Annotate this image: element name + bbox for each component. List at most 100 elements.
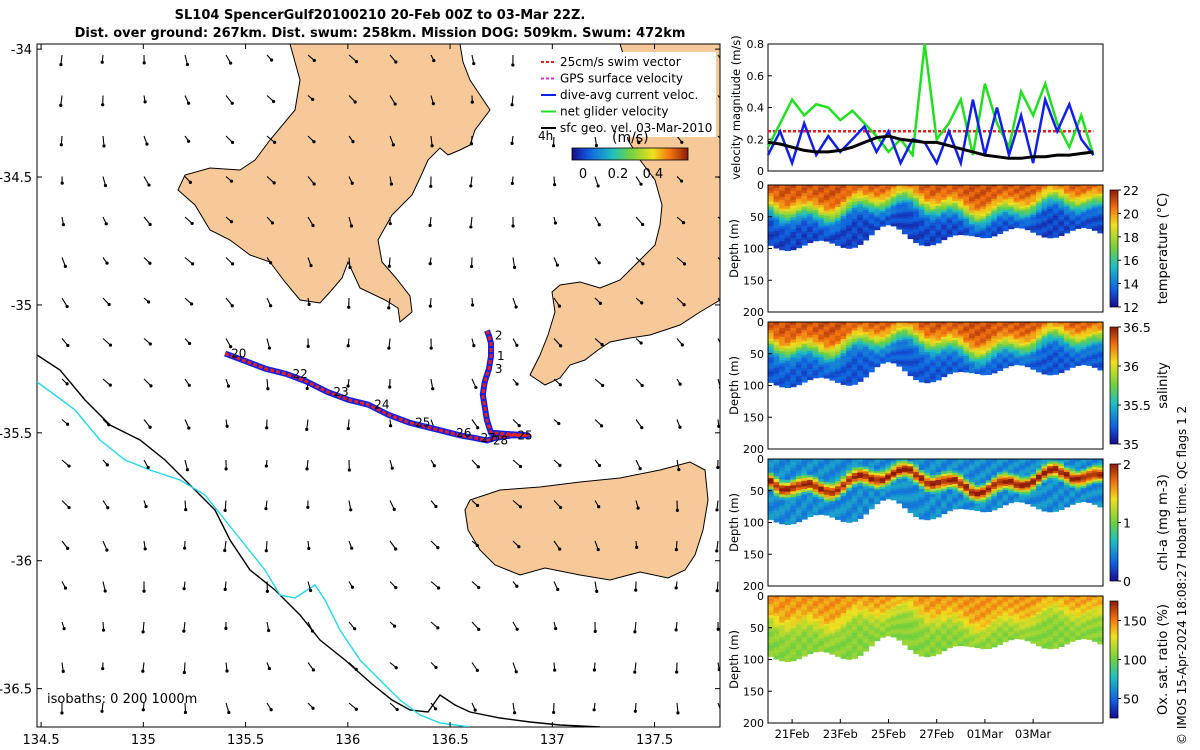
profile-cell	[974, 231, 981, 235]
profile-cell	[807, 466, 814, 470]
profile-cell	[1030, 206, 1037, 210]
profile-cell	[801, 647, 808, 652]
profile-cell	[929, 472, 937, 476]
profile-cell	[929, 459, 937, 463]
profile-cell	[801, 338, 808, 342]
profile-cell	[907, 468, 914, 472]
velocity-vector-head	[185, 468, 189, 472]
profile-cell	[935, 332, 942, 336]
profile-cell	[835, 365, 842, 370]
profile-cell	[779, 598, 786, 603]
profile-cell	[773, 242, 780, 246]
profile-cell	[929, 204, 937, 208]
profile-cell	[818, 484, 825, 488]
profile-cell	[779, 238, 786, 242]
profile-cell	[974, 461, 981, 465]
velocity-series-line	[767, 134, 1094, 160]
profile-cell	[1058, 324, 1065, 328]
profile-cell	[963, 463, 970, 467]
profile-cell	[812, 507, 819, 511]
profile-cell	[1030, 337, 1037, 340]
profile-cell	[1041, 508, 1048, 512]
profile-cell	[1030, 467, 1037, 471]
profile-cell	[835, 511, 842, 515]
profile-cell	[868, 189, 875, 193]
profile-cell	[890, 199, 897, 203]
profile-cell	[907, 485, 914, 489]
profile-cell	[1058, 475, 1065, 478]
profile-cell	[879, 333, 886, 336]
profile-cell	[868, 198, 875, 202]
profile-cell	[773, 202, 780, 206]
profile-cell	[784, 342, 791, 347]
profile-cell	[1080, 476, 1087, 479]
velocity-vector-head	[722, 304, 725, 307]
profile-cell	[1041, 218, 1048, 221]
velocity-vector-head	[61, 669, 65, 674]
profile-cell	[885, 345, 892, 348]
profile-cell	[1058, 347, 1065, 351]
profile-cell	[935, 506, 942, 510]
profile-cell	[862, 232, 870, 236]
profile-cell	[1002, 332, 1009, 336]
profile-cell	[1024, 195, 1031, 198]
profile-cell	[1052, 482, 1059, 486]
profile-cell	[1086, 331, 1093, 335]
profile-cell	[851, 339, 858, 343]
profile-cell	[868, 214, 875, 218]
velocity-vector-head	[475, 543, 479, 548]
profile-cell	[991, 498, 998, 502]
profile-cell	[913, 366, 920, 370]
profile-cell	[1080, 482, 1087, 485]
profile-cell	[902, 474, 909, 478]
profile-cell	[784, 506, 791, 511]
profile-cell	[795, 224, 803, 229]
profile-cell	[790, 610, 797, 615]
profile-cell	[829, 366, 836, 370]
profile-cell	[846, 476, 853, 480]
velocity-vector-head	[392, 507, 396, 511]
velocity-vector-head	[471, 303, 475, 307]
profile-cell	[946, 461, 953, 465]
profile-cell	[768, 601, 775, 605]
velocity-vector	[184, 459, 188, 470]
profile-cell	[1030, 471, 1037, 475]
profile-cell	[801, 642, 808, 646]
profile-cell	[851, 515, 858, 519]
profile-cell	[879, 496, 886, 499]
profile-cell	[913, 461, 920, 465]
profile-cell	[896, 459, 903, 462]
profile-cell	[779, 196, 786, 201]
profile-cell	[935, 329, 942, 334]
profile-cell	[896, 195, 903, 198]
profile-cell	[935, 345, 942, 349]
profile-cell	[779, 220, 786, 224]
profile-cell	[913, 371, 920, 375]
velocity-vector-head	[430, 144, 434, 148]
profile-ytick-label: 100	[743, 243, 764, 256]
profile-cell	[1036, 344, 1043, 348]
profile-cell	[985, 211, 992, 215]
profile-cell	[779, 363, 786, 367]
profile-cell	[818, 608, 825, 612]
profile-cell	[1019, 466, 1026, 470]
profile-cell	[779, 360, 786, 364]
profile-cell	[1058, 342, 1065, 346]
profile-cell	[1024, 213, 1031, 216]
profile-cell	[1052, 222, 1059, 226]
profile-cell	[818, 501, 825, 505]
profile-cell	[784, 616, 791, 621]
profile-cell	[1091, 338, 1098, 342]
profile-cell	[1097, 335, 1104, 338]
profile-cell	[896, 197, 903, 200]
profile-cell	[974, 224, 981, 228]
profile-cell	[1069, 187, 1076, 190]
profile-cell	[885, 480, 892, 483]
profile-cell	[918, 204, 925, 208]
profile-cell	[946, 210, 953, 214]
profile-cell	[790, 494, 797, 498]
profile-cell	[846, 327, 853, 332]
profile-cell	[1052, 204, 1059, 207]
profile-cell	[1013, 329, 1020, 333]
